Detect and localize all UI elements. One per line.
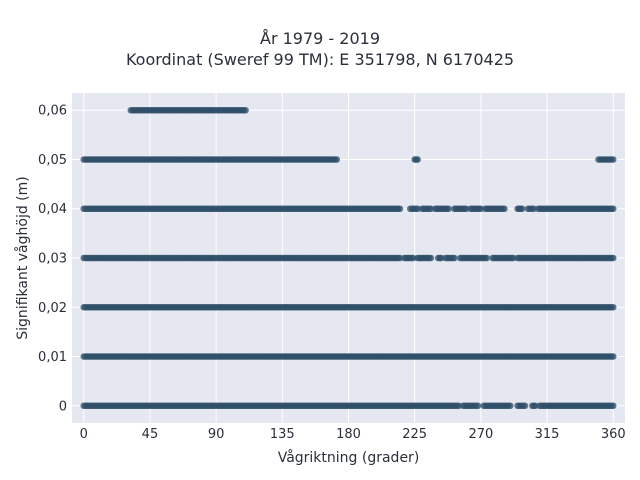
data-band	[80, 402, 617, 410]
data-point	[445, 205, 452, 213]
data-point	[506, 402, 514, 410]
x-tick-label: 90	[208, 427, 225, 442]
x-tick-label: 180	[336, 427, 361, 442]
y-tick-label: 0,01	[38, 350, 67, 365]
y-tick-label: 0,05	[38, 153, 67, 168]
y-tick-label: 0,06	[38, 104, 67, 119]
data-band	[127, 106, 249, 114]
data-point	[609, 205, 617, 213]
chart-subtitle: Koordinat (Sweref 99 TM): E 351798, N 61…	[125, 50, 515, 69]
y-tick-label: 0,04	[38, 202, 67, 217]
data-point	[474, 402, 482, 410]
data-point	[609, 402, 617, 410]
x-tick-label: 360	[601, 427, 626, 442]
x-tick-label: 315	[535, 427, 560, 442]
x-axis-ticks: 0 45 90 135 180 225 270 315 360	[80, 427, 626, 442]
data-band	[80, 156, 617, 163]
x-tick-label: 0	[80, 427, 88, 442]
data-point	[414, 156, 421, 163]
data-points	[80, 106, 617, 410]
data-point	[518, 205, 526, 213]
chart-title-block: År 1979 - 2019 Koordinat (Sweref 99 TM):…	[0, 28, 640, 70]
data-band	[80, 254, 617, 262]
y-axis-ticks: 0 0,01 0,02 0,03 0,04 0,05 0,06	[38, 104, 67, 415]
x-axis-label: Vågriktning (grader)	[278, 449, 420, 466]
data-band	[80, 205, 617, 213]
data-point	[609, 303, 617, 311]
chart-title: År 1979 - 2019	[260, 29, 380, 48]
data-point	[609, 254, 617, 262]
y-tick-label: 0	[59, 399, 67, 414]
data-point	[483, 254, 491, 262]
data-point	[242, 106, 249, 114]
data-point	[427, 254, 435, 262]
x-tick-label: 45	[142, 427, 159, 442]
y-axis-label: Signifikant våghöjd (m)	[14, 176, 31, 339]
data-point	[609, 353, 617, 360]
x-tick-label: 135	[270, 427, 295, 442]
data-point	[333, 156, 341, 163]
data-point	[396, 205, 404, 213]
data-point	[609, 156, 617, 163]
data-point	[451, 254, 458, 262]
x-tick-label: 270	[468, 427, 493, 442]
x-tick-label: 225	[402, 427, 427, 442]
y-tick-label: 0,03	[38, 252, 67, 267]
y-tick-label: 0,02	[38, 301, 67, 316]
data-point	[521, 402, 529, 410]
data-band	[80, 303, 617, 311]
data-band	[80, 353, 617, 360]
data-point	[501, 205, 508, 213]
